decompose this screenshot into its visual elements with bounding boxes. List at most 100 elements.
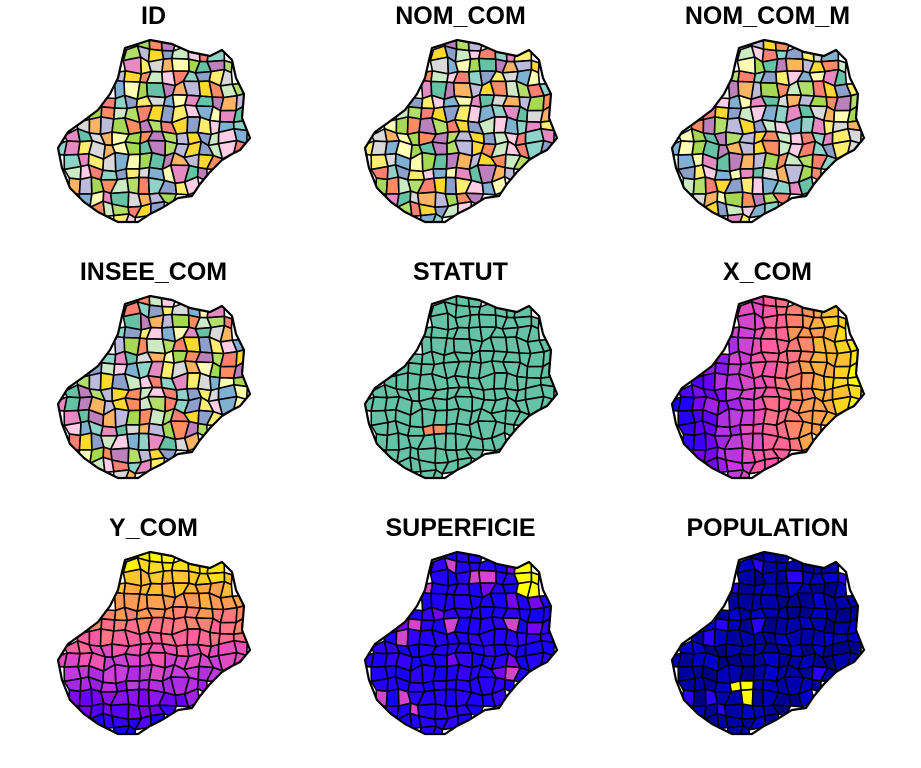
- department-outline: [363, 38, 559, 224]
- commune-polygon: [526, 94, 545, 112]
- commune-polygon: [147, 314, 165, 329]
- commune-polygon: [137, 688, 151, 707]
- commune-polygon: [833, 94, 852, 112]
- commune-polygon: [751, 176, 765, 195]
- commune-polygon: [444, 432, 458, 451]
- commune-polygon: [395, 372, 409, 392]
- commune-polygon: [88, 628, 102, 648]
- commune-polygon: [714, 425, 733, 437]
- commune-polygon: [395, 628, 409, 648]
- commune-polygon: [761, 314, 779, 329]
- commune-polygon: [147, 570, 165, 585]
- department-outline: [56, 38, 252, 224]
- commune-polygon: [171, 313, 190, 328]
- commune-polygon: [702, 116, 716, 136]
- map-panel-x-com: X_COM: [614, 256, 921, 512]
- commune-polygon: [785, 313, 804, 328]
- commune-polygon: [739, 409, 755, 426]
- commune-polygon: [197, 372, 212, 392]
- commune-polygon: [219, 350, 238, 368]
- commune-polygon: [504, 372, 519, 392]
- department-outline: [670, 294, 866, 480]
- panel-title: NOM_COM_M: [684, 2, 851, 30]
- commune-polygon: [432, 409, 448, 426]
- map-panel-superficie: SUPERFICIE: [307, 512, 614, 768]
- commune-polygon: [478, 569, 497, 584]
- commune-polygon: [100, 425, 119, 437]
- panel-title: STATUT: [413, 258, 508, 286]
- commune-polygon: [125, 153, 141, 170]
- commune-polygon: [692, 176, 707, 195]
- commune-polygon: [385, 432, 400, 451]
- commune-polygon: [454, 314, 472, 329]
- communes-layer: [58, 552, 250, 734]
- department-outline: [670, 38, 866, 224]
- map-panel-insee-com: INSEE_COM: [0, 256, 307, 512]
- map-panel-nom-com-m: NOM_COM_M: [614, 0, 921, 256]
- commune-polygon: [751, 432, 765, 451]
- commune-polygon: [171, 569, 190, 584]
- commune-polygon: [526, 350, 545, 368]
- commune-polygon: [761, 58, 779, 73]
- commune-polygon: [78, 176, 93, 195]
- panel-title: SUPERFICIE: [385, 514, 536, 542]
- panel-title: ID: [141, 2, 166, 30]
- commune-polygon: [219, 606, 238, 624]
- commune-polygon: [785, 57, 804, 72]
- commune-polygon: [395, 116, 409, 136]
- commune-polygon: [739, 153, 755, 170]
- commune-polygon: [78, 688, 93, 707]
- commune-polygon: [147, 58, 165, 73]
- department-outline: [56, 294, 252, 480]
- commune-polygon: [407, 681, 426, 693]
- commune-polygon: [444, 176, 458, 195]
- choropleth-map: [670, 294, 866, 480]
- commune-polygon: [478, 313, 497, 328]
- commune-polygon: [219, 94, 238, 112]
- map-panel-nom-com: NOM_COM: [307, 0, 614, 256]
- commune-polygon: [692, 688, 707, 707]
- commune-polygon: [714, 169, 733, 181]
- commune-polygon: [811, 628, 826, 648]
- map-panel-y-com: Y_COM: [0, 512, 307, 768]
- commune-polygon: [111, 725, 130, 734]
- commune-polygon: [78, 432, 93, 451]
- choropleth-map: [363, 550, 559, 736]
- commune-polygon: [725, 213, 744, 222]
- commune-polygon: [739, 665, 755, 682]
- commune-polygon: [88, 372, 102, 392]
- commune-polygon: [725, 469, 744, 478]
- commune-polygon: [418, 725, 437, 734]
- department-outline: [56, 550, 252, 736]
- panel-title: POPULATION: [686, 514, 849, 542]
- commune-polygon: [137, 432, 151, 451]
- commune-polygon: [197, 628, 212, 648]
- commune-polygon: [714, 681, 733, 693]
- communes-layer: [365, 40, 557, 222]
- commune-polygon: [504, 628, 519, 648]
- choropleth-map: [56, 550, 252, 736]
- map-panel-id: ID: [0, 0, 307, 256]
- commune-polygon: [432, 153, 448, 170]
- commune-polygon: [811, 116, 826, 136]
- commune-polygon: [432, 665, 448, 682]
- commune-polygon: [100, 681, 119, 693]
- choropleth-map: [363, 38, 559, 224]
- commune-polygon: [504, 116, 519, 136]
- commune-polygon: [702, 628, 716, 648]
- commune-polygon: [526, 606, 545, 624]
- choropleth-map: [670, 38, 866, 224]
- commune-polygon: [761, 570, 779, 585]
- commune-polygon: [171, 57, 190, 72]
- panel-title: NOM_COM: [395, 2, 526, 30]
- commune-polygon: [418, 469, 437, 478]
- map-panel-population: POPULATION: [614, 512, 921, 768]
- commune-polygon: [692, 432, 707, 451]
- commune-polygon: [385, 176, 400, 195]
- communes-layer: [672, 40, 864, 222]
- commune-polygon: [785, 569, 804, 584]
- commune-polygon: [197, 116, 212, 136]
- commune-polygon: [833, 606, 852, 624]
- commune-polygon: [125, 409, 141, 426]
- commune-polygon: [407, 169, 426, 181]
